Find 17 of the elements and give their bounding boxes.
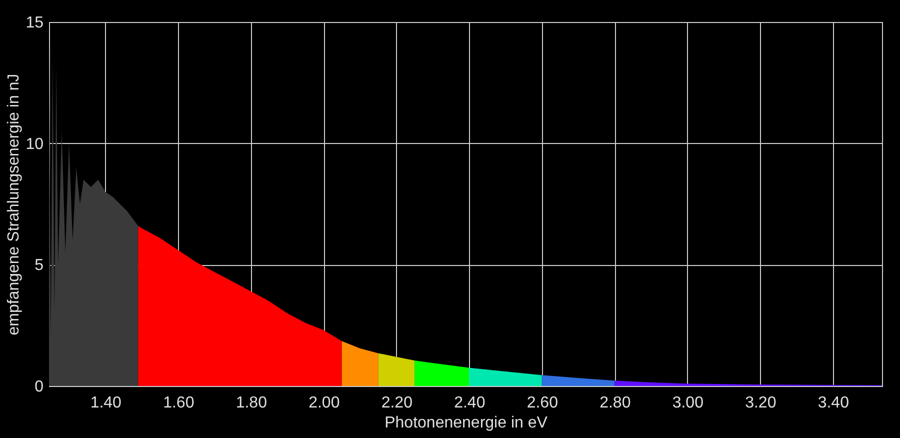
x-axis-title: Photonenenergie in eV [384,414,548,432]
x-tick-label: 2.80 [600,394,631,412]
x-tick-label: 2.60 [526,394,558,412]
x-tick-label: 3.40 [818,394,850,412]
x-tick-label: 2.00 [308,394,340,412]
y-tick-label: 10 [26,136,44,153]
x-tick-label: 1.40 [90,394,122,412]
x-tick-label: 2.20 [381,394,413,412]
y-axis-title: empfangene Strahlungsenergie in nJ [6,74,23,336]
y-tick-label: 5 [34,257,44,274]
x-tick-label: 1.80 [236,394,268,412]
x-tick-label: 1.60 [163,394,194,412]
y-tick-label: 15 [26,14,44,32]
y-tick-label: 0 [34,378,44,396]
x-tick-label: 3.00 [672,394,704,412]
x-tick-label: 2.40 [454,394,486,412]
x-tick-label: 3.20 [745,394,776,412]
